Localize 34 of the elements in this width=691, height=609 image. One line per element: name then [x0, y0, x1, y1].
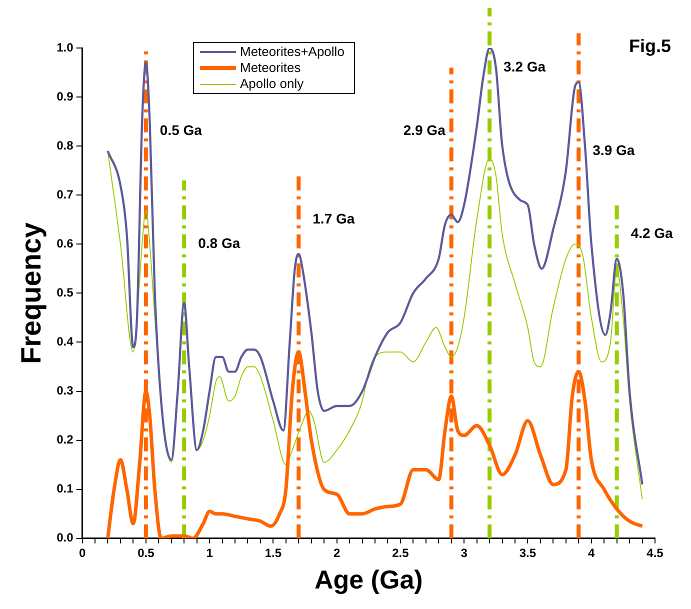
y-axis-title: Frequency [16, 222, 47, 364]
ref-line-label: 3.9 Ga [592, 142, 635, 158]
legend-label: Meteorites+Apollo [240, 44, 344, 60]
y-tick-label: 0.4 [56, 334, 74, 349]
x-tick-label: 2.5 [392, 546, 410, 560]
y-tick-label: 0.7 [56, 187, 74, 202]
ref-line-label: 2.9 Ga [403, 122, 446, 138]
x-tick-label: 4 [588, 546, 596, 560]
x-tick-label: 3 [460, 546, 468, 560]
x-tick-label: 1.5 [264, 546, 282, 560]
ref-line-label: 0.8 Ga [198, 235, 240, 252]
ref-line-label: 3.2 Ga [504, 58, 546, 74]
legend-label: Apollo only [240, 76, 304, 92]
y-tick-label: 0.6 [56, 236, 74, 250]
x-tick-label: 2 [333, 546, 340, 560]
y-tick-label: 0.3 [56, 384, 74, 398]
x-tick-label: 0.5 [138, 546, 155, 560]
y-tick-label: 1.0 [56, 40, 74, 54]
x-tick-label: 0 [78, 546, 86, 560]
x-axis-title: Age (Ga) [314, 564, 423, 595]
y-tick-label: 0.9 [56, 89, 74, 104]
ref-line-label: 4.2 Ga [630, 225, 674, 242]
y-tick-label: 0.8 [56, 138, 74, 152]
y-tick-label: 0.1 [56, 482, 74, 496]
y-tick-label: 0.2 [56, 432, 74, 447]
ref-line-label: 1.7 Ga [312, 210, 355, 226]
legend-label: Meteorites [240, 60, 301, 76]
x-tick-label: 4.5 [646, 546, 664, 560]
x-tick-label: 3.5 [519, 546, 536, 560]
ref-line-label: 0.5 Ga [160, 122, 202, 138]
x-tick-label: 1 [206, 546, 214, 560]
chart-title: Fig.5 [628, 36, 671, 57]
y-tick-label: 0.5 [56, 286, 74, 300]
y-tick-label: 0.0 [56, 530, 74, 545]
